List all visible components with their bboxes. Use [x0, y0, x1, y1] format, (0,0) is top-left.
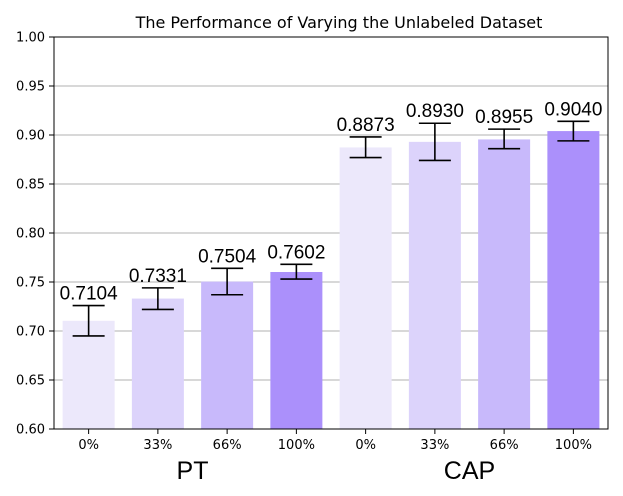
y-tick-label: 0.85	[16, 178, 45, 193]
axes: 0.60 0.65 0.70 0.75 0.80 0.85 0.90 0.95 1.00 0% 33…	[16, 31, 592, 486]
data-label: 0.7331	[129, 266, 187, 287]
data-label: 0.9040	[544, 99, 602, 120]
y-tick-label: 0.90	[16, 129, 45, 144]
data-label: 0.7104	[60, 284, 119, 305]
data-label: 0.8873	[337, 115, 395, 136]
bar	[201, 281, 254, 429]
bar	[339, 147, 392, 430]
y-tick-label: 0.95	[16, 80, 45, 95]
group-label: PT	[177, 457, 209, 485]
chart-title: The Performance of Varying the Unlabeled…	[135, 13, 543, 32]
x-tick-label: 66%	[490, 438, 519, 453]
data-label: 0.8955	[475, 107, 533, 128]
bar	[547, 131, 600, 429]
bar	[270, 272, 323, 429]
y-tick-label: 0.80	[16, 227, 45, 242]
error-bars	[72, 120, 590, 337]
group-label: CAP	[444, 457, 495, 485]
x-tick-label: 33%	[420, 438, 449, 453]
bars	[62, 131, 600, 430]
bar	[408, 141, 461, 430]
bar	[131, 298, 184, 429]
bar	[478, 139, 531, 429]
y-tick-label: 0.60	[16, 423, 45, 438]
y-tick-label: 1.00	[16, 31, 45, 46]
x-tick-label: 66%	[213, 438, 242, 453]
data-label: 0.8930	[406, 101, 464, 122]
data-label: 0.7602	[267, 242, 325, 263]
value-labels: 0.7104 0.7331 0.7504 0.7602 0.8873 0.8930 0.89…	[60, 99, 603, 304]
data-label: 0.7504	[198, 246, 257, 267]
y-tick-label: 0.75	[16, 276, 45, 291]
y-tick-label: 0.65	[16, 374, 45, 389]
x-tick-label: 100%	[278, 438, 315, 453]
x-tick-label: 33%	[143, 438, 172, 453]
x-tick-label: 0%	[355, 438, 376, 453]
bar	[62, 320, 115, 429]
x-tick-label: 100%	[555, 438, 592, 453]
y-tick-label: 0.70	[16, 325, 45, 340]
x-tick-label: 0%	[78, 438, 99, 453]
